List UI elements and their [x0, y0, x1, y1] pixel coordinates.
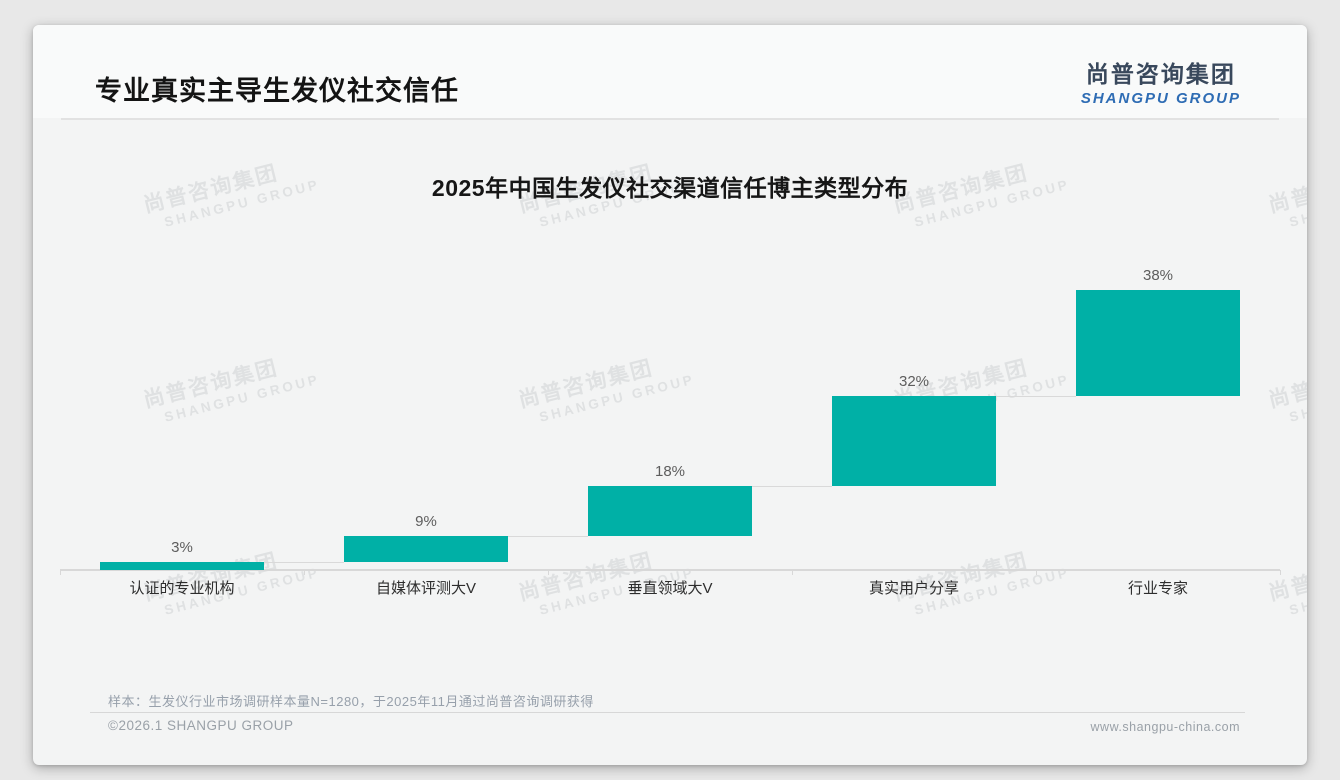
x-axis-tick — [1280, 570, 1281, 575]
connector-line — [996, 396, 1076, 398]
category-label: 认证的专业机构 — [129, 580, 235, 597]
connector-line — [508, 536, 588, 538]
sample-note: 样本：生发仪行业市场调研样本量N=1280，于2025年11月通过尚普咨询调研获… — [108, 694, 594, 709]
waterfall-bar-2 — [344, 536, 508, 562]
waterfall-bar-3 — [588, 486, 752, 537]
company-logo: 尚普咨询集团 SHANGPU GROUP — [1081, 55, 1241, 107]
footer-website: www.shangpu-china.com — [1090, 720, 1240, 734]
logo-chinese-name: 尚普咨询集团 — [1085, 61, 1236, 87]
waterfall-bar-1 — [100, 561, 264, 570]
connector-line — [752, 486, 832, 487]
x-axis-tick — [60, 570, 61, 575]
category-label: 垂直领域大V — [627, 580, 713, 597]
logo-english-name: SHANGPU GROUP — [1080, 90, 1241, 107]
category-label: 行业专家 — [1127, 580, 1188, 597]
value-label: 18% — [654, 463, 686, 480]
slide-header: 专业真实主导生发仪社交信任 尚普咨询集团 SHANGPU GROUP — [33, 25, 1307, 118]
waterfall-chart: 2025年中国生发仪社交渠道信任博主类型分布 3% 认证的专业机构 9% 自媒体评测大… — [33, 25, 1307, 765]
x-axis-tick — [792, 570, 793, 575]
waterfall-bar-4 — [832, 396, 996, 486]
chart-title: 2025年中国生发仪社交渠道信任博主类型分布 — [431, 175, 909, 201]
value-label: 38% — [1142, 267, 1174, 284]
value-label: 3% — [171, 538, 193, 556]
footer-copyright: ©2026.1 SHANGPU GROUP — [108, 718, 294, 733]
value-label: 32% — [898, 373, 930, 391]
connector-line — [264, 561, 344, 563]
category-label: 自媒体评测大V — [375, 580, 476, 597]
x-axis-tick — [548, 570, 549, 575]
waterfall-bar-5 — [1076, 290, 1240, 397]
header-divider — [61, 118, 1279, 120]
x-axis-tick — [1036, 570, 1037, 575]
value-label: 9% — [415, 513, 437, 531]
report-slide-card: 尚普咨询集团 SHANGPU GROUP 尚普咨询集团 SHANGPU GROUP 尚普… — [33, 25, 1307, 765]
category-label: 真实用户分享 — [868, 580, 959, 597]
footer-divider — [90, 712, 1245, 713]
page-title: 专业真实主导生发仪社交信任 — [95, 76, 459, 106]
x-axis-line — [60, 569, 1280, 571]
x-axis-tick — [304, 570, 305, 575]
